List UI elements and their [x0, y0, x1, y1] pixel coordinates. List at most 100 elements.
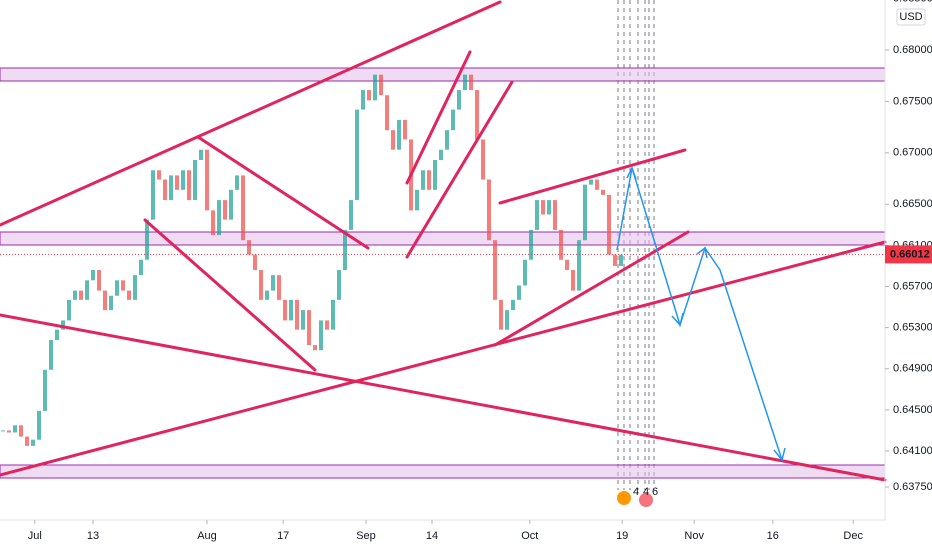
candle-body	[565, 259, 569, 271]
candle-body	[73, 290, 77, 300]
candle-body	[439, 149, 443, 160]
candle-body	[583, 184, 587, 241]
y-tick-label: 0.67500	[893, 95, 932, 107]
candle-body	[277, 275, 281, 300]
candle-body	[223, 200, 227, 220]
candle-body	[7, 430, 11, 433]
candle-body	[337, 270, 341, 300]
event-icon[interactable]	[617, 491, 631, 505]
candle-body	[529, 229, 533, 260]
candle-body	[187, 170, 191, 201]
x-tick-label: 19	[616, 530, 628, 542]
candle-body	[421, 170, 425, 190]
candle-body	[67, 299, 71, 321]
candle-body	[205, 149, 209, 211]
projection-path	[616, 167, 783, 461]
candle-body	[355, 109, 359, 201]
y-tick-label: 0.67000	[893, 147, 932, 159]
candle-body	[295, 299, 299, 330]
candle-body	[163, 179, 167, 201]
event-label: 6	[652, 486, 658, 498]
candle-body	[139, 259, 143, 276]
x-tick-label: Dec	[843, 530, 863, 542]
candle-body	[319, 320, 323, 351]
candle-body	[325, 320, 329, 330]
x-tick-label: 17	[277, 530, 289, 542]
x-tick-label: Oct	[521, 530, 538, 542]
zone	[0, 464, 886, 479]
y-tick-label: 0.65700	[893, 280, 932, 292]
drawings	[0, 0, 887, 482]
candle-body	[379, 74, 383, 96]
candle-body	[367, 90, 371, 101]
candle-body	[169, 175, 173, 201]
x-tick-label: Sep	[356, 530, 376, 542]
candle-body	[103, 290, 107, 311]
y-tick-label: 0.66500	[893, 198, 932, 210]
candle-body	[265, 290, 269, 300]
arrow-head	[626, 166, 637, 180]
candle-body	[433, 160, 437, 190]
candle-body	[487, 179, 491, 241]
arrow-head	[773, 447, 786, 462]
candle-body	[373, 74, 377, 101]
candle-body	[517, 285, 521, 300]
candle-body	[535, 200, 539, 230]
candle-body	[37, 410, 41, 440]
candle-body	[181, 170, 185, 190]
x-tick-label: Aug	[197, 530, 217, 542]
candle-body	[589, 179, 593, 185]
x-tick-label: Nov	[684, 530, 704, 542]
y-tick-label: 0.63750	[893, 481, 932, 493]
currency-box[interactable]	[896, 8, 926, 26]
x-tick-label: 13	[87, 530, 99, 542]
candle-body	[313, 345, 317, 351]
candle-body	[133, 275, 137, 300]
candle-body	[577, 240, 581, 291]
candle-body	[601, 189, 605, 195]
event-icon[interactable]	[639, 493, 653, 507]
last-price-label: 0.66012	[890, 248, 930, 260]
candle-body	[19, 425, 23, 437]
x-tick-label: 16	[767, 530, 779, 542]
candle-body	[157, 170, 161, 180]
candle-body	[613, 254, 617, 266]
trend-line	[196, 135, 370, 250]
y-tick-label: 0.68000	[893, 44, 932, 56]
candle-body	[283, 299, 287, 321]
trend-line	[405, 80, 514, 259]
candle-body	[445, 130, 449, 150]
candle-body	[361, 90, 365, 110]
candle-body	[199, 149, 203, 160]
candle-body	[493, 240, 497, 300]
candle-body	[31, 439, 35, 446]
trend-line	[0, 240, 887, 477]
candle-body	[229, 189, 233, 220]
candle-body	[481, 139, 485, 180]
candle-body	[43, 369, 47, 411]
candle-body	[415, 189, 419, 211]
y-tick-label: 0.64100	[893, 445, 932, 457]
candle-body	[607, 194, 611, 255]
last-price-tag	[885, 245, 932, 264]
candle-body	[253, 254, 257, 271]
candle-body	[511, 299, 515, 311]
candle-body	[403, 119, 407, 140]
event-label: 4	[633, 486, 639, 498]
candle-body	[127, 290, 131, 300]
candle-body	[145, 219, 149, 260]
trend-line	[0, 0, 502, 227]
candle-body	[553, 200, 557, 230]
candle-body	[85, 280, 89, 300]
event-label: 4	[643, 486, 649, 498]
candle-body	[217, 200, 221, 236]
y-tick-label: 0.64900	[893, 363, 932, 375]
candle-body	[619, 254, 623, 266]
arrow-head	[696, 246, 708, 259]
trend-line	[0, 313, 887, 482]
candle-body	[49, 339, 53, 370]
candle-body	[385, 95, 389, 131]
candle-body	[571, 270, 575, 291]
candles	[1, 74, 623, 446]
